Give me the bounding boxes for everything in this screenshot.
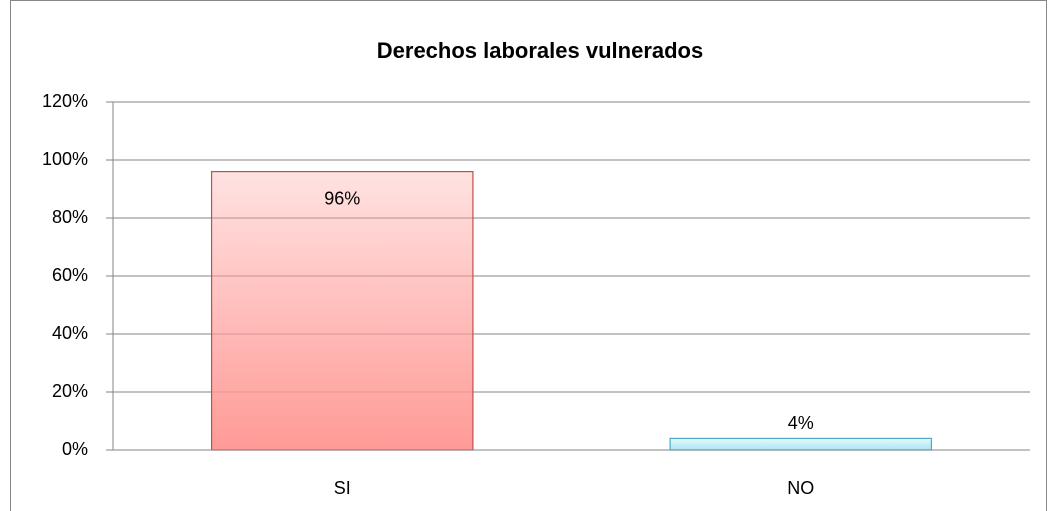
data-label: 96% [324, 188, 360, 208]
bar [210, 171, 474, 451]
y-tick-label: 40% [52, 323, 88, 343]
y-tick-label: 0% [62, 439, 88, 459]
y-tick-label: 120% [42, 91, 88, 111]
bar [669, 437, 933, 451]
x-tick-label: NO [787, 478, 814, 498]
chart-title: Derechos laborales vulnerados [377, 38, 703, 63]
y-tick-label: 100% [42, 149, 88, 169]
y-tick-label: 20% [52, 381, 88, 401]
data-label: 4% [788, 413, 814, 433]
y-tick-label: 60% [52, 265, 88, 285]
y-tick-label: 80% [52, 207, 88, 227]
chart-frame [10, 0, 1047, 511]
x-tick-label: SI [334, 478, 351, 498]
